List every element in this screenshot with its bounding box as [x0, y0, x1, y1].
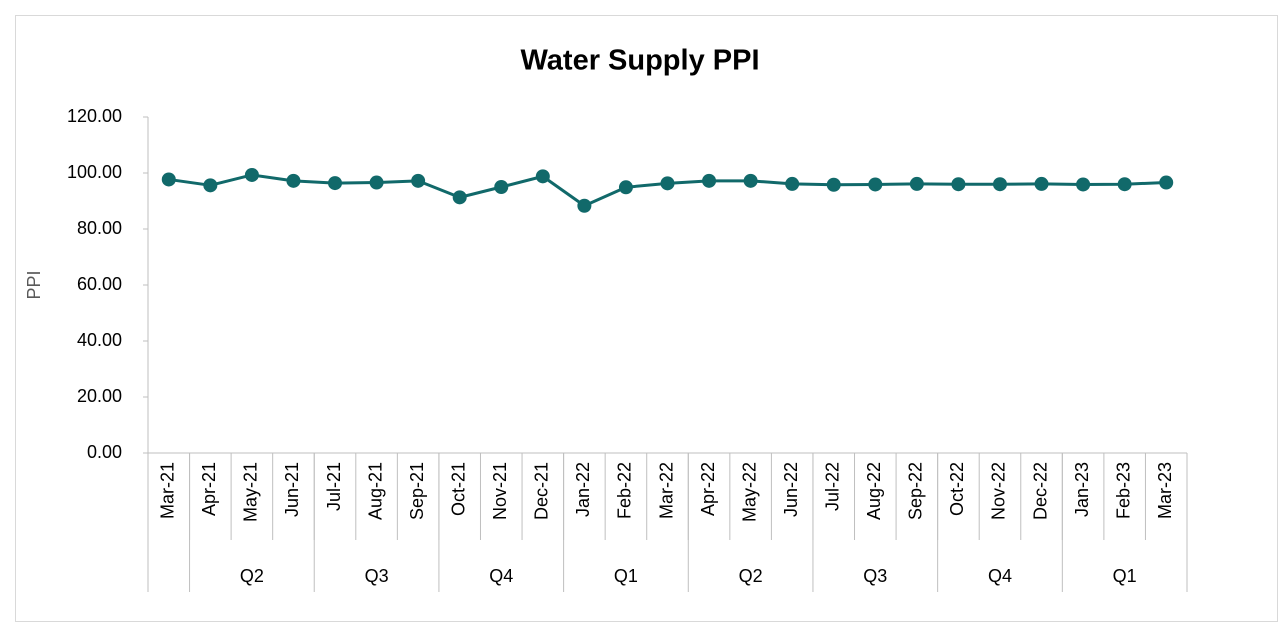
- group-label: Q2: [739, 566, 763, 586]
- group-label: Q4: [489, 566, 513, 586]
- y-tick-label: 40.00: [77, 330, 122, 350]
- x-tick-label: May-21: [241, 462, 261, 522]
- point: [785, 176, 800, 191]
- point: [868, 177, 883, 192]
- point: [951, 177, 966, 192]
- x-tick-label: Jan-22: [573, 462, 593, 517]
- x-tick-label: Mar-22: [656, 462, 676, 519]
- point: [369, 175, 384, 190]
- x-tick-label: Jul-21: [324, 462, 344, 511]
- point: [826, 177, 841, 192]
- point: [286, 173, 301, 188]
- group-label: Q1: [614, 566, 638, 586]
- x-tick-label: Sep-22: [906, 462, 926, 520]
- x-tick-label: Apr-22: [698, 462, 718, 516]
- group-label: Q4: [988, 566, 1012, 586]
- point: [1117, 177, 1132, 192]
- point: [161, 172, 176, 187]
- point: [909, 176, 924, 191]
- group-label: Q2: [240, 566, 264, 586]
- x-tick-label: Jul-22: [822, 462, 842, 511]
- x-tick-label: Feb-23: [1113, 462, 1133, 519]
- point: [411, 173, 426, 188]
- y-tick-label: 0.00: [87, 442, 122, 462]
- point: [660, 176, 675, 191]
- point: [992, 177, 1007, 192]
- y-tick-label: 60.00: [77, 274, 122, 294]
- point: [702, 173, 717, 188]
- x-tick-label: Oct-21: [448, 462, 468, 516]
- x-tick-label: May-22: [739, 462, 759, 522]
- point: [618, 180, 633, 195]
- group-label: Q3: [365, 566, 389, 586]
- x-tick-label: Mar-21: [158, 462, 178, 519]
- x-tick-label: Nov-22: [989, 462, 1009, 520]
- y-axis-label: PPI: [24, 270, 44, 299]
- y-tick-label: 80.00: [77, 218, 122, 238]
- x-tick-label: Jun-21: [282, 462, 302, 517]
- point: [743, 173, 758, 188]
- point: [328, 176, 343, 191]
- group-label: Q1: [1113, 566, 1137, 586]
- point: [244, 167, 259, 182]
- point: [535, 169, 550, 184]
- x-tick-label: Apr-21: [199, 462, 219, 516]
- chart-title: Water Supply PPI: [520, 45, 759, 77]
- x-tick-label: Mar-23: [1155, 462, 1175, 519]
- point: [452, 190, 467, 205]
- group-label: Q3: [863, 566, 887, 586]
- point: [1034, 176, 1049, 191]
- x-tick-label: Dec-22: [1030, 462, 1050, 520]
- point: [1159, 175, 1174, 190]
- y-tick-label: 20.00: [77, 386, 122, 406]
- x-tick-label: Aug-22: [864, 462, 884, 520]
- x-tick-label: Feb-22: [615, 462, 635, 519]
- x-tick-label: Oct-22: [947, 462, 967, 516]
- point: [203, 178, 218, 193]
- x-tick-label: Aug-21: [365, 462, 385, 520]
- x-tick-label: Jun-22: [781, 462, 801, 517]
- y-tick-label: 120.00: [67, 106, 122, 126]
- point: [494, 180, 509, 194]
- y-tick-label: 100.00: [67, 162, 122, 182]
- point: [577, 198, 592, 213]
- x-tick-label: Dec-21: [532, 462, 552, 520]
- point: [1076, 177, 1091, 192]
- x-tick-label: Nov-21: [490, 462, 510, 520]
- x-tick-label: Jan-23: [1072, 462, 1092, 517]
- x-tick-label: Sep-21: [407, 462, 427, 520]
